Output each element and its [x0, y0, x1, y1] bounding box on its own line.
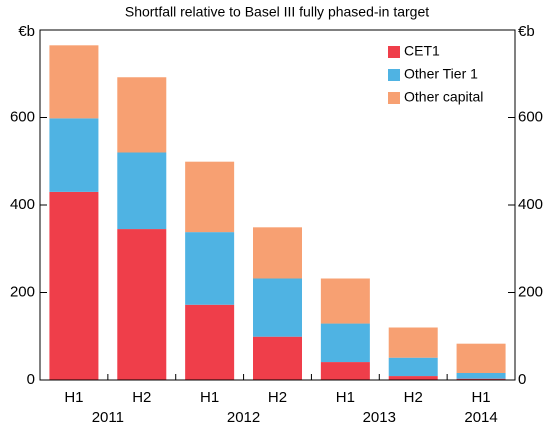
legend-label: Other capital [404, 89, 483, 105]
legend-label: CET1 [404, 43, 440, 59]
bar-segment [456, 378, 506, 380]
legend-swatch [388, 46, 400, 58]
bar-segment [456, 343, 506, 373]
x-group-label: 2011 [92, 409, 124, 426]
y-unit-label: €b [18, 23, 35, 40]
legend-swatch [388, 69, 400, 81]
x-group-label: 2012 [227, 409, 260, 426]
bar-segment [388, 327, 438, 358]
bar-segment [185, 304, 235, 380]
bar-segment [388, 357, 438, 377]
y-tick-label: 0 [27, 371, 35, 388]
x-tick-label: H1 [471, 389, 490, 406]
x-tick-label: H2 [404, 389, 423, 406]
y-tick-label: 200 [10, 283, 35, 300]
y2-tick-label: 600 [518, 108, 543, 125]
y2-tick-label: 400 [518, 196, 543, 213]
bar-segment [253, 227, 302, 279]
bar-segment [388, 376, 438, 380]
bar-segment [117, 77, 167, 153]
bar-segment [320, 323, 370, 363]
y-tick-label: 600 [10, 108, 35, 125]
x-group-label: 2014 [464, 409, 497, 426]
bar-segment [49, 118, 99, 192]
x-group-label: 2013 [363, 409, 396, 426]
legend-label: Other Tier 1 [404, 66, 478, 82]
x-tick-label: H1 [200, 389, 219, 406]
bar-segment [253, 278, 302, 337]
bar-segment [49, 45, 99, 119]
y2-tick-label: 0 [518, 371, 526, 388]
x-tick-label: H2 [132, 389, 151, 406]
x-tick-label: H1 [336, 389, 355, 406]
bar-segment [253, 336, 302, 380]
bar-segment [320, 362, 370, 380]
bar-segment [320, 278, 370, 324]
bar-segment [185, 161, 235, 233]
bar-segment [117, 152, 167, 230]
x-tick-label: H2 [268, 389, 287, 406]
bar-segment [456, 373, 506, 379]
bar-segment [49, 191, 99, 380]
legend-swatch [388, 92, 400, 104]
bar-segment [185, 232, 235, 305]
y2-unit-label: €b [518, 23, 535, 40]
chart-subtitle: Shortfall relative to Basel III fully ph… [125, 4, 429, 20]
y-tick-label: 400 [10, 196, 35, 213]
x-tick-label: H1 [64, 389, 83, 406]
y2-tick-label: 200 [518, 283, 543, 300]
bar-segment [117, 229, 167, 380]
